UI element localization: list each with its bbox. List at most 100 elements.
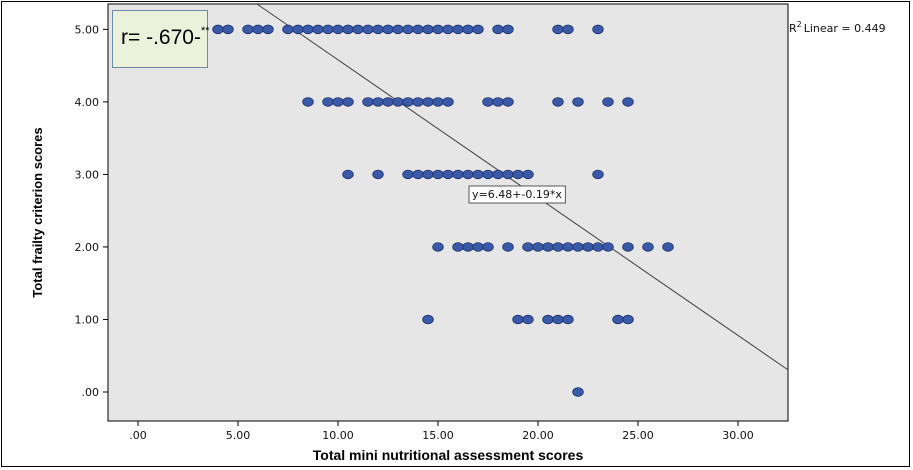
scatter-point — [512, 314, 524, 325]
scatter-point — [562, 24, 574, 35]
scatter-point — [212, 24, 224, 35]
scatter-point — [382, 24, 394, 35]
scatter-point — [532, 242, 544, 252]
scatter-point — [502, 97, 514, 107]
scatter-point — [572, 97, 584, 107]
scatter-point — [622, 314, 634, 325]
x-tick-label: 20.00 — [522, 429, 554, 442]
correlation-superscript: ** — [200, 25, 210, 37]
scatter-point — [392, 24, 404, 35]
correlation-text: r= -.670-** — [121, 25, 210, 50]
scatter-point — [522, 242, 534, 252]
correlation-value: r= -.670- — [121, 26, 201, 49]
scatter-point — [392, 97, 404, 107]
scatter-point — [432, 24, 444, 35]
scatter-point — [602, 97, 614, 107]
scatter-point — [542, 242, 554, 252]
scatter-point — [552, 242, 564, 252]
scatter-point — [432, 97, 444, 107]
x-tick-label: .00 — [129, 429, 147, 442]
scatter-point — [412, 97, 424, 107]
scatter-point — [502, 24, 514, 35]
scatter-point — [522, 314, 534, 325]
scatter-point — [422, 169, 434, 180]
equation-label: y=6.48+-0.19*x — [468, 185, 566, 204]
scatter-point — [582, 242, 594, 252]
scatter-point — [402, 24, 414, 35]
r-squared-superscript: 2 — [797, 20, 802, 29]
x-tick-label: 25.00 — [622, 429, 654, 442]
scatter-point — [422, 24, 434, 35]
scatter-point — [542, 314, 554, 325]
scatter-point — [402, 169, 414, 180]
scatter-point — [512, 169, 524, 180]
scatter-point — [362, 97, 374, 107]
scatter-point — [572, 242, 584, 252]
scatter-point — [552, 24, 564, 35]
scatter-point — [472, 169, 484, 180]
scatter-point — [322, 24, 334, 35]
scatter-point — [292, 24, 304, 35]
scatter-point — [622, 242, 634, 252]
scatter-point — [372, 24, 384, 35]
scatter-point — [322, 97, 334, 107]
equation-text: y=6.48+-0.19*x — [472, 188, 562, 201]
scatter-point — [502, 169, 514, 180]
scatter-point — [362, 24, 374, 35]
x-tick-label: 15.00 — [422, 429, 454, 442]
scatter-point — [492, 97, 504, 107]
equation-box — [468, 185, 566, 204]
scatter-point — [342, 97, 354, 107]
scatter-point — [442, 97, 454, 107]
r-squared-value: Linear = 0.449 — [804, 22, 886, 35]
scatter-point — [482, 242, 494, 252]
scatter-point — [352, 24, 364, 35]
scatter-point — [442, 24, 454, 35]
scatter-point — [462, 24, 474, 35]
scatter-point — [482, 97, 494, 107]
scatter-point — [472, 242, 484, 252]
scatter-point — [342, 24, 354, 35]
scatter-point — [572, 387, 584, 397]
scatter-point — [662, 242, 674, 252]
scatter-point — [552, 97, 564, 107]
scatter-point — [462, 242, 474, 252]
scatter-point — [432, 242, 444, 252]
x-tick-label: 10.00 — [322, 429, 354, 442]
scatter-point — [412, 169, 424, 180]
scatter-point — [592, 169, 604, 180]
x-tick-label: 30.00 — [722, 429, 754, 442]
scatter-point — [642, 242, 654, 252]
scatter-point — [522, 169, 534, 180]
scatter-point — [602, 242, 614, 252]
y-tick-label: 3.00 — [75, 168, 100, 181]
scatter-point — [312, 24, 324, 35]
scatter-point — [372, 97, 384, 107]
scatter-point — [502, 242, 514, 252]
scatter-point — [452, 169, 464, 180]
scatter-point — [462, 169, 474, 180]
x-axis: .00 5.00 10.00 15.00 20.00 25.00 30.00 — [129, 421, 754, 442]
x-axis-title: Total mini nutritional assessment scores — [313, 447, 584, 463]
scatter-point — [492, 169, 504, 180]
y-tick-label: 5.00 — [75, 23, 100, 36]
scatter-point — [562, 314, 574, 325]
y-tick-label: 4.00 — [75, 96, 100, 109]
scatter-point — [402, 97, 414, 107]
scatter-point — [302, 24, 314, 35]
r-squared-prefix: R — [789, 22, 797, 35]
scatter-point — [562, 242, 574, 252]
scatter-point — [472, 24, 484, 35]
plot-area — [107, 3, 789, 422]
scatter-point — [422, 314, 434, 325]
scatter-point — [302, 97, 314, 107]
scatter-point — [592, 242, 604, 252]
y-tick-label: 1.00 — [75, 313, 100, 326]
scatter-point — [622, 97, 634, 107]
scatter-point — [332, 97, 344, 107]
correlation-box: r= -.670-** — [112, 10, 210, 68]
scatter-point — [222, 24, 234, 35]
y-tick-label: .00 — [82, 386, 100, 399]
